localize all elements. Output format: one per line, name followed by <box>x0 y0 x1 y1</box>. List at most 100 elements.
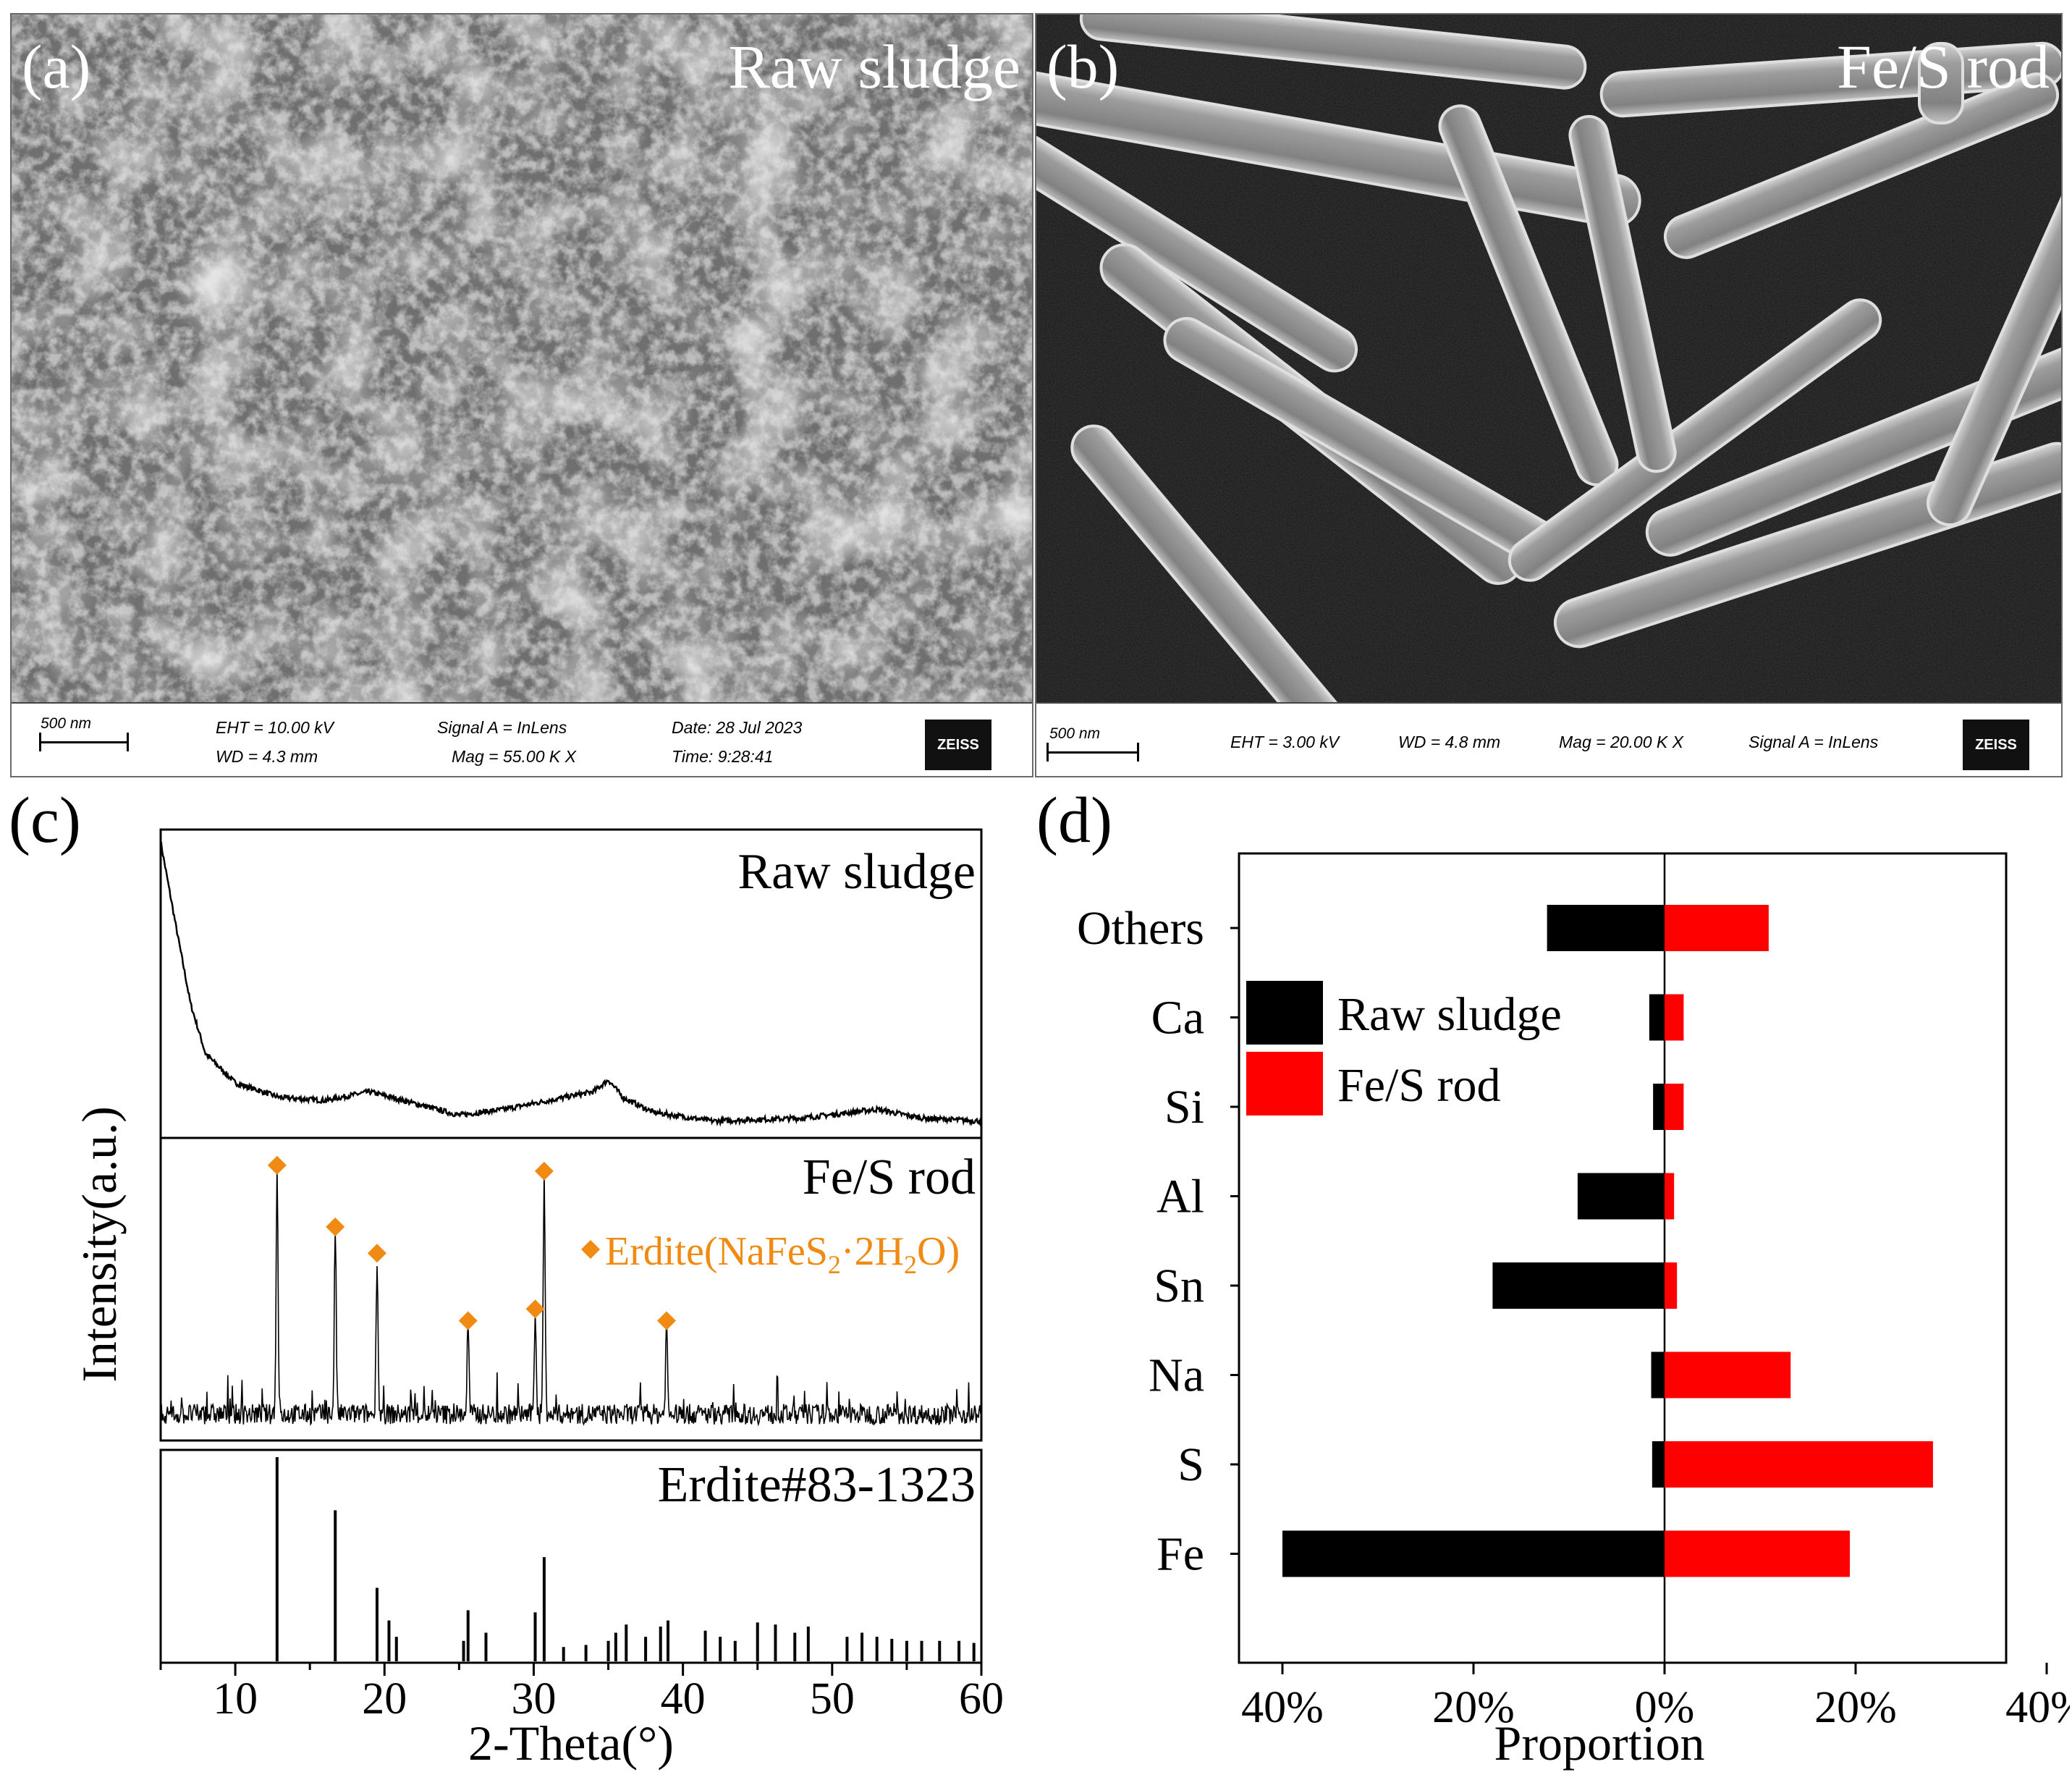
panel-letter-a: (a) <box>22 32 91 101</box>
category-label-na: Na <box>1149 1349 1204 1402</box>
peak-marker-3 <box>458 1311 478 1330</box>
bar-chart-bars <box>1282 905 1933 1577</box>
mag-b: Mag = 20.00 K X <box>1559 733 1683 751</box>
category-label-others: Others <box>1077 902 1204 955</box>
category-label-ca: Ca <box>1151 992 1204 1045</box>
bar-fe-s-rod-sn <box>1665 1262 1678 1309</box>
xrd-tick-label-20: 20 <box>362 1674 407 1724</box>
xrd-tick-label-30: 30 <box>511 1674 556 1724</box>
panel-letter-d: (d) <box>1036 785 1112 856</box>
xrd-tick-label-40: 40 <box>661 1674 706 1724</box>
bar-fe-s-rod-fe <box>1665 1530 1851 1577</box>
erdite-legend-part1: Erdite(NaFeS <box>605 1229 828 1274</box>
erdite-legend-sub2: 2 <box>904 1250 917 1279</box>
bar-x-tick-label-4: 40% <box>2005 1683 2070 1732</box>
bar-chart-frame <box>1238 852 2008 1664</box>
bar-fe-s-rod-na <box>1665 1351 1791 1399</box>
scale-bar-b <box>1046 751 1139 754</box>
erdite-legend-diamond <box>581 1240 600 1259</box>
bar-raw-sludge-fe <box>1282 1530 1665 1577</box>
sem-image-raw-sludge: (a) Raw sludge 500 nm EHT = 10.00 kV WD … <box>10 13 1033 777</box>
xrd-chart: 10 20 30 40 50 60 Raw sludge Fe/S rod Erdite#… <box>72 828 1004 1771</box>
xrd-reference-lines <box>275 1457 976 1661</box>
scale-bar-a <box>39 741 129 743</box>
peak-marker-2 <box>367 1244 386 1263</box>
signal-b: Signal A = InLens <box>1748 733 1879 751</box>
sem-image-fe-s-rod: (b) Fe/S rod 500 nm EHT = 3.00 kV WD = 4… <box>1035 13 2063 777</box>
erdite-legend-part3: O) <box>917 1229 960 1274</box>
bar-raw-sludge-al <box>1577 1173 1665 1220</box>
bar-raw-sludge-na <box>1651 1351 1665 1399</box>
scale-bar-b-left-tick <box>1046 743 1049 762</box>
bar-x-tick-label-1: 20% <box>1432 1683 1515 1732</box>
scale-bar-label-b: 500 nm <box>1049 725 1101 742</box>
legend-label-fe-s-rod: Fe/S rod <box>1337 1059 1501 1112</box>
xrd-tick-label-60: 60 <box>959 1674 1004 1724</box>
erdite-legend: Erdite(NaFeS2·2H2O) <box>605 1229 960 1279</box>
bar-fe-s-rod-si <box>1665 1084 1684 1130</box>
eht-b: EHT = 3.00 kV <box>1230 733 1340 751</box>
xrd-peak-markers <box>267 1155 676 1330</box>
xrd-frame-erdite-ref <box>159 1448 983 1664</box>
category-label-fe: Fe <box>1156 1528 1204 1581</box>
peak-marker-4 <box>525 1299 545 1319</box>
xrd-label-fe-s-rod: Fe/S rod <box>803 1150 976 1205</box>
category-label-al: Al <box>1156 1171 1204 1223</box>
signal-a: Signal A = InLens <box>437 718 567 737</box>
legend-label-raw-sludge: Raw sludge <box>1337 988 1562 1041</box>
xrd-trace-raw-sludge <box>160 841 982 1127</box>
wd-b: WD = 4.8 mm <box>1398 733 1501 751</box>
wd-a: WD = 4.3 mm <box>216 747 318 766</box>
date-a: Date: 28 Jul 2023 <box>672 718 803 737</box>
bar-chart-category-labels: Others Ca Si Al Sn Na S Fe <box>1077 902 1239 1581</box>
bar-x-tick-label-2: 0% <box>1635 1683 1695 1732</box>
bar-fe-s-rod-s <box>1665 1441 1933 1488</box>
xrd-tick-label-50: 50 <box>810 1674 855 1724</box>
peak-marker-1 <box>326 1217 345 1236</box>
time-a: Time: 9:28:41 <box>672 747 774 766</box>
zeiss-logo-b: ZEISS <box>1963 720 2029 770</box>
sem-texture-raw-sludge <box>12 14 1032 702</box>
bar-raw-sludge-si <box>1653 1084 1665 1130</box>
bar-fe-s-rod-ca <box>1665 994 1684 1041</box>
element-proportion-chart: Others Ca Si Al Sn Na S Fe 40% 20% 0% 20% 40% Raw s… <box>1077 852 2070 1771</box>
sem-info-bar-a: 500 nm EHT = 10.00 kV WD = 4.3 mm Signal… <box>12 702 1032 776</box>
legend-swatch-fe-s-rod <box>1246 1052 1323 1115</box>
category-label-si: Si <box>1164 1081 1204 1134</box>
bar-fe-s-rod-others <box>1665 905 1769 951</box>
panel-letter-c: (c) <box>9 785 81 856</box>
xrd-label-raw-sludge: Raw sludge <box>737 844 976 900</box>
category-label-s: S <box>1177 1438 1204 1491</box>
sem-texture-fe-s-rod <box>1036 14 2061 702</box>
peak-marker-6 <box>656 1311 676 1330</box>
peak-marker-5 <box>534 1161 554 1181</box>
scale-bar-b-right-tick <box>1137 743 1139 762</box>
xrd-tick-label-10: 10 <box>213 1674 258 1724</box>
legend-swatch-raw-sludge <box>1246 981 1323 1045</box>
peak-marker-0 <box>267 1155 287 1175</box>
bar-raw-sludge-s <box>1652 1441 1665 1488</box>
xrd-x-ticks: 10 20 30 40 50 60 <box>159 1663 1004 1724</box>
mag-a: Mag = 55.00 K X <box>452 747 576 766</box>
bar-x-tick-label-0: 40% <box>1241 1683 1324 1732</box>
eht-a: EHT = 10.00 kV <box>216 718 334 737</box>
sem-title-raw-sludge: Raw sludge <box>728 32 1020 101</box>
xrd-y-axis-label: Intensity(a.u.) <box>72 1106 127 1382</box>
category-label-sn: Sn <box>1154 1260 1204 1312</box>
xrd-x-axis-label: 2-Theta(°) <box>468 1716 674 1771</box>
bar-raw-sludge-ca <box>1649 994 1665 1041</box>
bar-x-tick-label-3: 20% <box>1814 1683 1897 1732</box>
sem-info-bar-b: 500 nm EHT = 3.00 kV WD = 4.8 mm Mag = 2… <box>1036 702 2061 776</box>
bar-raw-sludge-others <box>1547 905 1665 951</box>
erdite-legend-sub1: 2 <box>828 1250 841 1279</box>
scale-bar-label-a: 500 nm <box>41 715 92 732</box>
panel-letter-b: (b) <box>1046 32 1120 101</box>
zeiss-logo-a: ZEISS <box>925 720 991 770</box>
xrd-trace-fe-s-rod <box>160 1164 982 1427</box>
scale-bar-a-left-tick <box>39 733 41 751</box>
bar-chart-x-axis-label: Proportion <box>1494 1716 1705 1771</box>
xrd-label-erdite-ref: Erdite#83-1323 <box>658 1457 976 1513</box>
bar-raw-sludge-sn <box>1492 1262 1665 1309</box>
bar-chart-x-ticks: 40% 20% 0% 20% 40% <box>1241 1663 2070 1732</box>
bar-fe-s-rod-al <box>1665 1173 1675 1220</box>
